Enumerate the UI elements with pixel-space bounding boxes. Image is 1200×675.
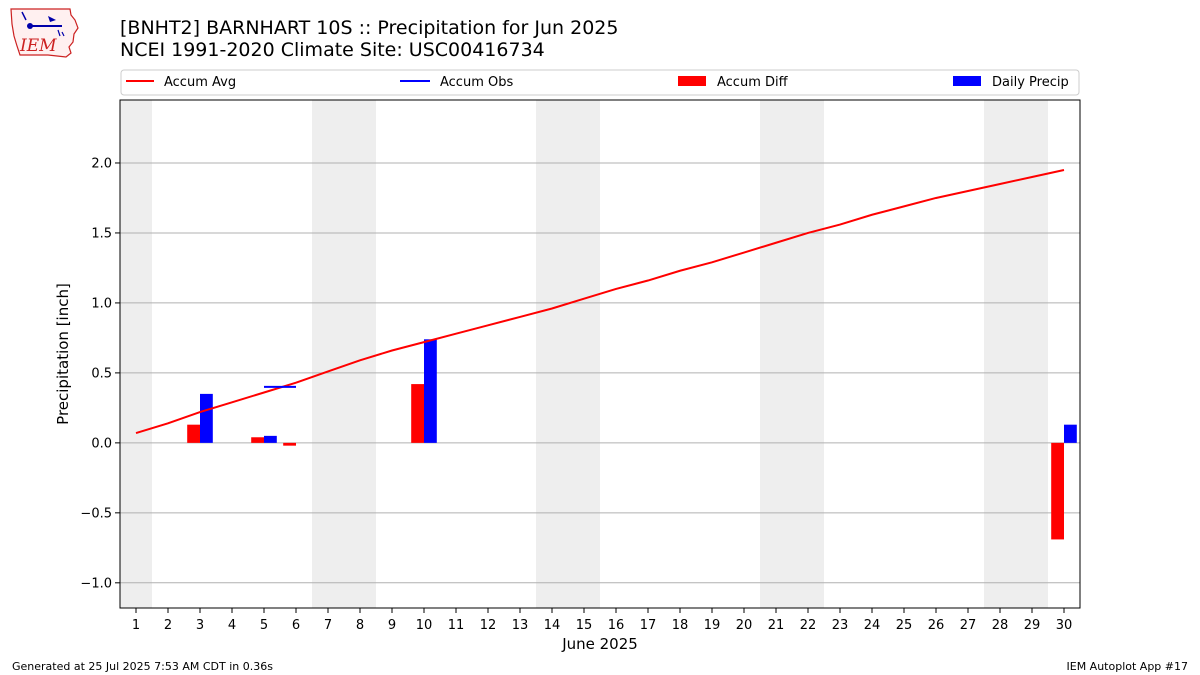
chart-title: [BNHT2] BARNHART 10S :: Precipitation fo…	[120, 17, 619, 39]
accum-diff-bar-5	[251, 437, 264, 443]
line-series	[135, 168, 1065, 435]
weekend-band-22	[792, 100, 824, 608]
x-tick-label-20: 20	[736, 618, 753, 633]
legend-accum-avg: Accum Avg	[164, 75, 236, 90]
y-tick-label-0: −1.0	[80, 576, 112, 591]
legend-accum-diff: Accum Diff	[717, 75, 789, 90]
x-tick-label-19: 19	[704, 618, 721, 633]
weekend-band-29	[1016, 100, 1048, 608]
legend: Accum Avg Accum Obs Accum Diff Daily Pre…	[120, 69, 1080, 96]
x-tick-label-24: 24	[864, 618, 881, 633]
x-tick-label-23: 23	[832, 618, 849, 633]
iem-logo: IEM	[8, 6, 82, 64]
accum-diff-bar-30	[1051, 442, 1064, 540]
x-tick-label-7: 7	[324, 618, 332, 633]
x-tick-label-13: 13	[512, 618, 529, 633]
weekend-band-14	[536, 100, 568, 608]
iowa-outline-icon	[10, 8, 79, 58]
x-tick-label-5: 5	[260, 618, 268, 633]
bar-series	[187, 339, 1077, 540]
legend-accum-obs: Accum Obs	[440, 75, 513, 90]
weekend-band-1	[120, 100, 152, 608]
x-tick-label-11: 11	[448, 618, 465, 633]
y-gridlines	[120, 162, 1080, 584]
y-axis-ticks: −1.0 −0.5 0.0 0.5 1.0 1.5 2.0	[80, 156, 120, 591]
x-tick-label-10: 10	[416, 618, 433, 633]
y-tick-label-2: 0.0	[91, 436, 112, 451]
y-tick-label-5: 1.5	[91, 226, 112, 241]
weekend-shading	[120, 100, 1048, 608]
weekend-band-7	[312, 100, 344, 608]
x-tick-label-6: 6	[292, 618, 300, 633]
daily-precip-bar-5	[264, 435, 277, 443]
x-tick-label-17: 17	[640, 618, 657, 633]
x-tick-label-3: 3	[196, 618, 204, 633]
weekend-band-15	[568, 100, 600, 608]
accum-diff-bar-6	[283, 442, 296, 446]
x-tick-label-9: 9	[388, 618, 396, 633]
daily-precip-bar-30	[1064, 424, 1077, 443]
x-tick-label-4: 4	[228, 618, 236, 633]
x-tick-label-28: 28	[992, 618, 1009, 633]
x-tick-label-8: 8	[356, 618, 364, 633]
x-tick-label-25: 25	[896, 618, 913, 633]
legend-daily-precip-swatch	[953, 76, 981, 86]
x-tick-label-18: 18	[672, 618, 689, 633]
weekend-band-28	[984, 100, 1016, 608]
weekend-band-8	[344, 100, 376, 608]
accum-diff-bar-3	[187, 424, 200, 443]
x-tick-label-29: 29	[1024, 618, 1041, 633]
x-tick-label-2: 2	[164, 618, 172, 633]
accum-avg-line	[135, 168, 1065, 435]
y-tick-label-3: 0.5	[91, 366, 112, 381]
weekend-band-21	[760, 100, 792, 608]
x-tick-label-12: 12	[480, 618, 497, 633]
y-tick-label-1: −0.5	[80, 506, 112, 521]
logo-text: IEM	[19, 36, 57, 56]
daily-precip-bar-10	[424, 339, 437, 443]
plot-frame	[119, 99, 1081, 609]
chart-subtitle: NCEI 1991-2020 Climate Site: USC00416734	[120, 39, 545, 61]
x-tick-label-14: 14	[544, 618, 561, 633]
accum-diff-bar-10	[411, 384, 424, 443]
x-tick-label-16: 16	[608, 618, 625, 633]
legend-box	[120, 69, 1080, 96]
daily-precip-bar-3	[200, 393, 213, 443]
y-tick-label-6: 2.0	[91, 156, 112, 171]
x-tick-label-1: 1	[132, 618, 140, 633]
x-tick-label-30: 30	[1056, 618, 1073, 633]
station-dot-icon	[27, 23, 33, 29]
legend-accum-diff-swatch	[678, 76, 706, 86]
x-axis-label: June 2025	[561, 635, 638, 653]
app-credit: IEM Autoplot App #17	[1066, 660, 1189, 673]
legend-daily-precip: Daily Precip	[992, 75, 1069, 90]
x-tick-label-21: 21	[768, 618, 785, 633]
x-axis-ticks: 1 2 3 4 5 6 7 8 9 10 11 12 13 14 15 16 17 18 19 20 21 22 23 24 2…	[132, 608, 1072, 633]
x-tick-label-15: 15	[576, 618, 593, 633]
x-tick-label-26: 26	[928, 618, 945, 633]
y-axis-label: Precipitation [inch]	[54, 283, 72, 425]
generated-timestamp: Generated at 25 Jul 2025 7:53 AM CDT in …	[12, 660, 273, 673]
x-tick-label-22: 22	[800, 618, 817, 633]
y-tick-label-4: 1.0	[91, 296, 112, 311]
x-tick-label-27: 27	[960, 618, 977, 633]
